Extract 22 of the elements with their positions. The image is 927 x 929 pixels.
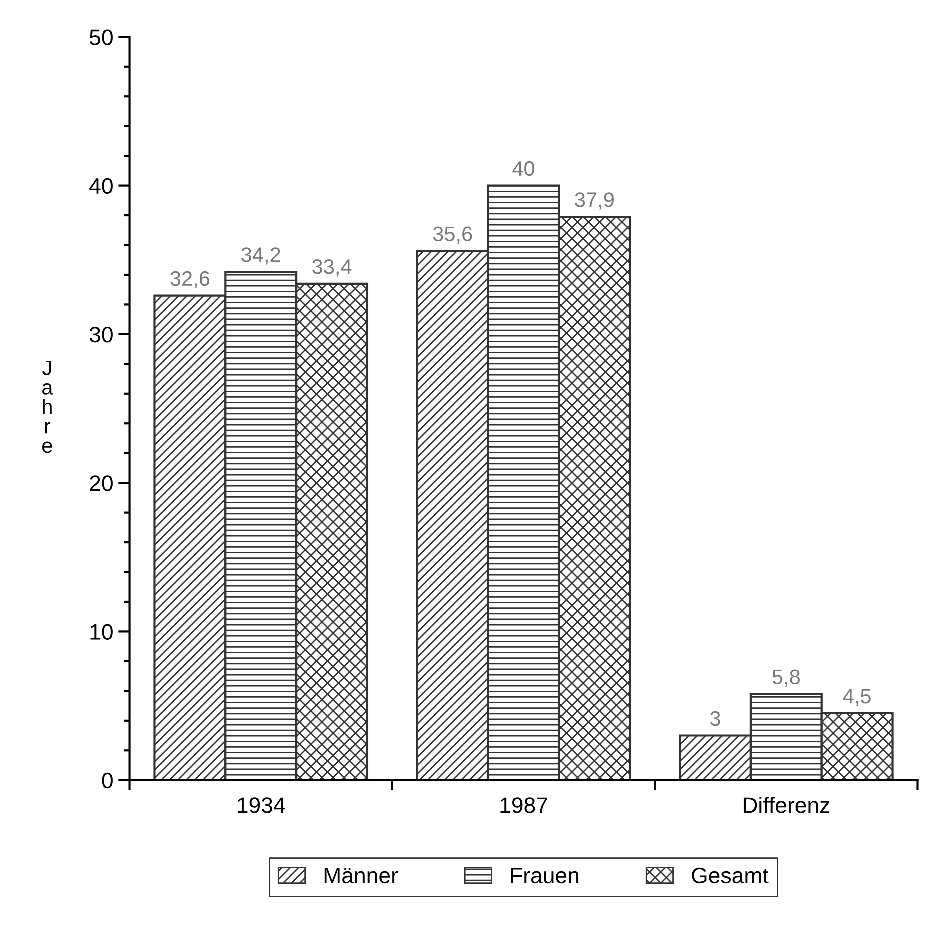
data-label: 4,5	[843, 689, 871, 706]
y-tick-label: 10	[90, 624, 113, 640]
data-label: 35,6	[433, 226, 472, 244]
legend-label: Frauen	[511, 868, 579, 884]
data-label: 32,6	[170, 271, 210, 289]
data-label: 37,9	[575, 192, 614, 210]
legend-label: Männer	[324, 868, 398, 884]
x-tick-label: 1934	[238, 798, 286, 814]
y-axis-title: Jahre	[42, 360, 54, 454]
x-tick-label: 1987	[500, 798, 548, 814]
data-label: 3	[710, 711, 720, 726]
y-tick-label: 50	[90, 30, 113, 46]
data-label: 34,2	[242, 248, 280, 265]
legend-label: Gesamt	[692, 868, 769, 884]
data-label: 33,4	[312, 259, 352, 277]
y-tick-label: 30	[90, 326, 113, 343]
data-label: 5,8	[772, 670, 800, 687]
y-tick-label: 20	[90, 476, 113, 492]
y-tick-label: 40	[90, 178, 113, 194]
y-tick-label: 0	[102, 772, 113, 789]
data-label: 40	[512, 161, 535, 176]
x-tick-label: Differenz	[744, 797, 830, 814]
